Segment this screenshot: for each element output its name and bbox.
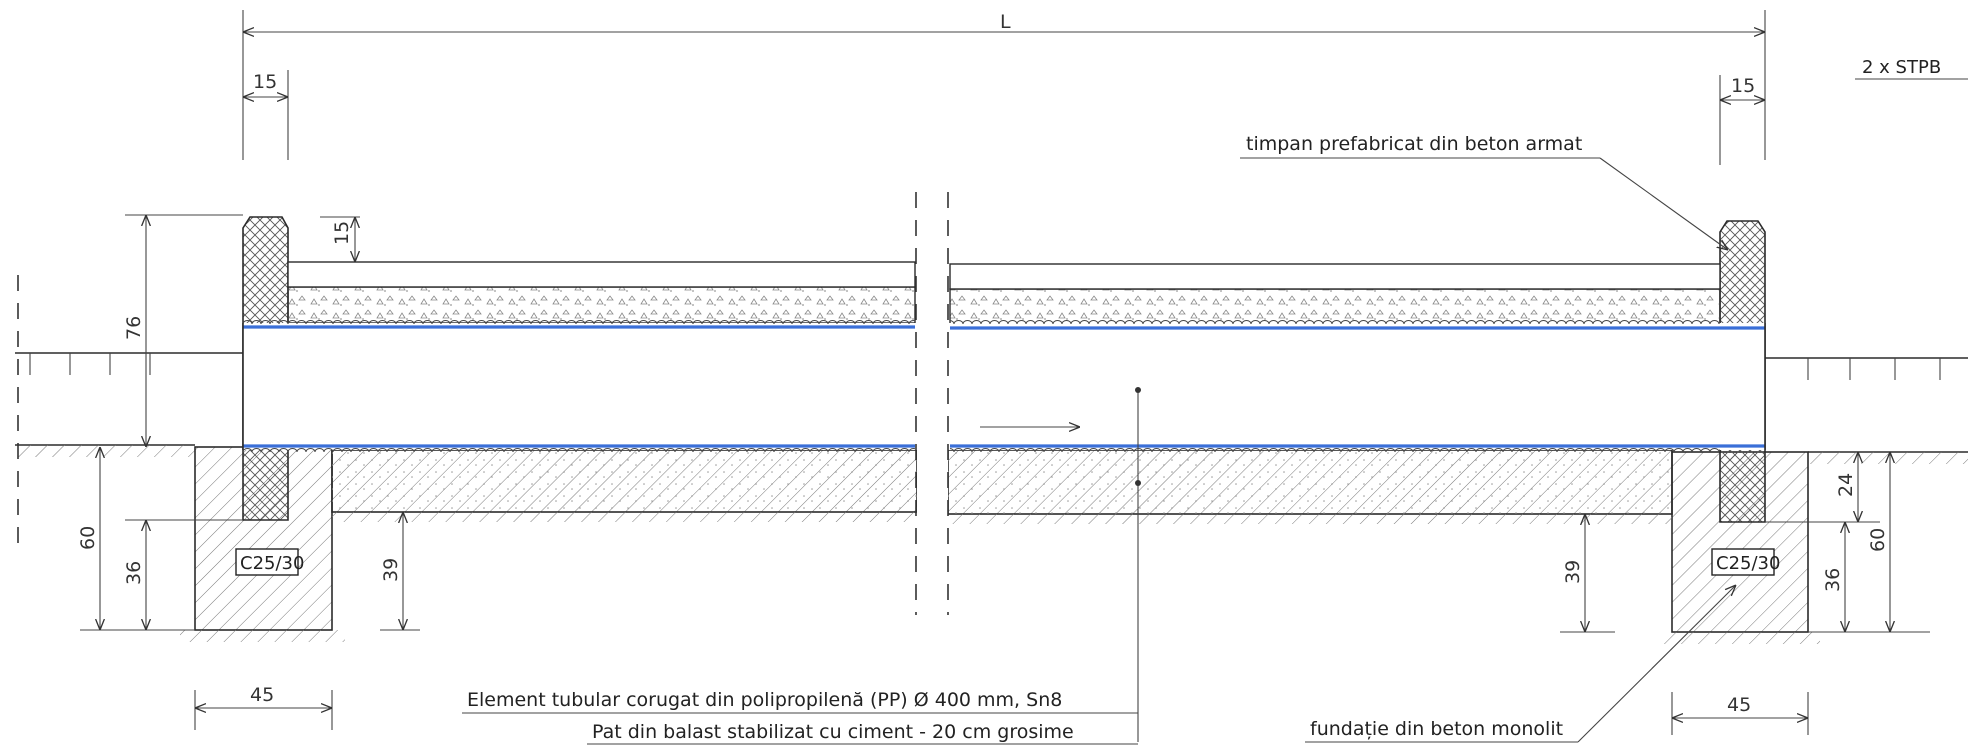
cover-thickness-label: 15 — [331, 221, 353, 245]
total-height-label: 76 — [123, 316, 145, 340]
partial-label-top-right: 2 x STPB — [1862, 57, 1941, 78]
headwall-label: timpan prefabricat din beton armat — [1246, 133, 1582, 155]
top-wall-dimension-left: 15 — [243, 70, 289, 160]
top-fill-layer — [287, 261, 1721, 326]
left-wall-embed-label: 36 — [123, 561, 145, 585]
concrete-class-left-label: C25/30 — [240, 553, 304, 574]
right-wall-embed-label: 36 — [1822, 568, 1844, 592]
concrete-class-box-left: C25/30 — [235, 548, 304, 576]
left-wall-thickness-label: 15 — [253, 71, 277, 93]
right-embankment-ticks — [1807, 358, 1941, 380]
length-label: L — [1000, 11, 1011, 33]
right-foundation-depth-dimension: 60 — [1867, 452, 1930, 633]
pipe-label: Element tubular corugat din polipropilen… — [467, 689, 1062, 711]
right-bed-depth-label: 39 — [1562, 560, 1584, 584]
pipe-and-bedding-callout: Element tubular corugat din polipropilen… — [462, 387, 1141, 745]
right-foundation-depth-label: 60 — [1867, 528, 1889, 552]
left-foundation-width-dimension: 45 — [194, 684, 333, 730]
foundation-label: fundație din beton monolit — [1310, 718, 1563, 740]
length-dimension: L — [242, 10, 1766, 160]
top-wall-dimension-right: 15 — [1719, 75, 1765, 165]
right-wall-thickness-label: 15 — [1731, 75, 1755, 97]
left-embankment-ticks — [29, 353, 151, 375]
cover-thickness-dimension: 15 — [320, 216, 360, 262]
left-bed-depth-dimension: 39 — [380, 512, 420, 631]
headwall-callout: timpan prefabricat din beton armat — [1240, 133, 1728, 250]
right-foundation-width-dimension: 45 — [1671, 692, 1809, 735]
concrete-class-box-right: C25/30 — [1711, 548, 1780, 576]
foundation-callout: fundație din beton monolit — [1305, 585, 1736, 743]
left-foundation-width-label: 45 — [250, 684, 274, 706]
right-embed-top-label: 24 — [1835, 473, 1857, 497]
left-foundation-depth-dimension: 60 — [77, 447, 195, 631]
bedding-label: Pat din balast stabilizat cu ciment - 20… — [592, 721, 1074, 743]
bedding-layer — [331, 449, 1673, 524]
concrete-class-right-label: C25/30 — [1716, 553, 1780, 574]
corrugated-pipe — [242, 319, 1766, 452]
right-foundation-width-label: 45 — [1727, 694, 1751, 716]
total-height-dimension: 76 — [123, 214, 243, 447]
left-foundation — [180, 446, 345, 642]
right-bed-depth-dimension: 39 — [1560, 514, 1615, 633]
left-wall-embed-dimension: 36 — [123, 519, 243, 630]
left-foundation-depth-label: 60 — [77, 526, 99, 550]
right-embed-top-dimension: 24 — [1765, 452, 1880, 523]
break-lines — [915, 180, 949, 630]
right-wall-embed-dimension: 36 — [1808, 522, 1880, 633]
left-bed-depth-label: 39 — [380, 558, 402, 582]
